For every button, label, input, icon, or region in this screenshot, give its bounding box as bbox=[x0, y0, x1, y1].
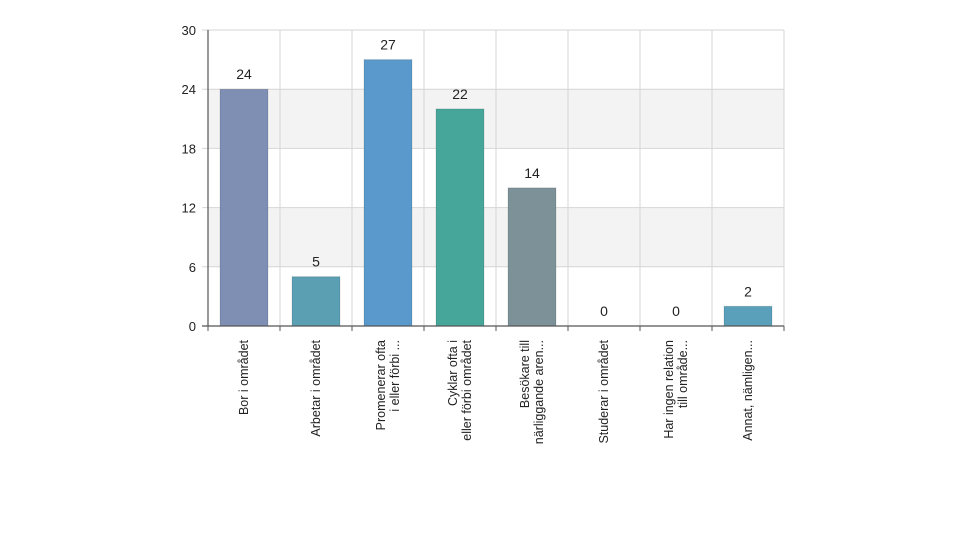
x-tick-label: Studerar i området bbox=[597, 339, 611, 443]
data-label: 0 bbox=[600, 303, 608, 319]
bar bbox=[723, 305, 773, 327]
x-tick-label: Cyklar ofta i bbox=[446, 340, 460, 406]
data-label: 14 bbox=[524, 165, 540, 181]
bar bbox=[291, 276, 341, 327]
bar bbox=[507, 187, 557, 327]
y-tick-label: 24 bbox=[182, 82, 196, 97]
data-label: 24 bbox=[236, 66, 252, 82]
data-label: 0 bbox=[672, 303, 680, 319]
y-tick-label: 18 bbox=[182, 141, 196, 156]
data-label: 5 bbox=[312, 254, 320, 270]
y-tick-label: 30 bbox=[182, 23, 196, 38]
data-label: 2 bbox=[744, 283, 752, 299]
bars bbox=[219, 59, 773, 327]
data-label: 27 bbox=[380, 37, 396, 53]
x-tick-label: Arbetar i området bbox=[309, 339, 323, 436]
y-tick-label: 0 bbox=[189, 319, 196, 334]
x-tick-label: Promenerar ofta bbox=[374, 340, 388, 430]
bar bbox=[363, 59, 413, 327]
x-tick-label: Bor i området bbox=[237, 339, 251, 415]
x-tick-label: närliggande aren... bbox=[532, 340, 546, 444]
x-tick-label: Besökare till bbox=[518, 340, 532, 408]
y-tick-label: 12 bbox=[182, 201, 196, 216]
data-label: 22 bbox=[452, 86, 468, 102]
grid bbox=[202, 29, 785, 327]
y-tick-label: 6 bbox=[189, 260, 196, 275]
x-tick-label: Har ingen relation bbox=[662, 340, 676, 439]
x-tick-label: eller förbi området bbox=[460, 339, 474, 440]
x-tick-label: Annat, nämligen... bbox=[741, 340, 755, 441]
x-tick-label: i eller förbi ... bbox=[388, 340, 402, 412]
bar bbox=[435, 108, 485, 327]
axes bbox=[202, 30, 785, 331]
labels: 0 6 12 18 24 30 24 5 27 22 14 0 0 2 Bor i området Arbet… bbox=[182, 23, 755, 444]
x-tick-label: till område... bbox=[676, 340, 690, 408]
bar bbox=[219, 88, 269, 327]
